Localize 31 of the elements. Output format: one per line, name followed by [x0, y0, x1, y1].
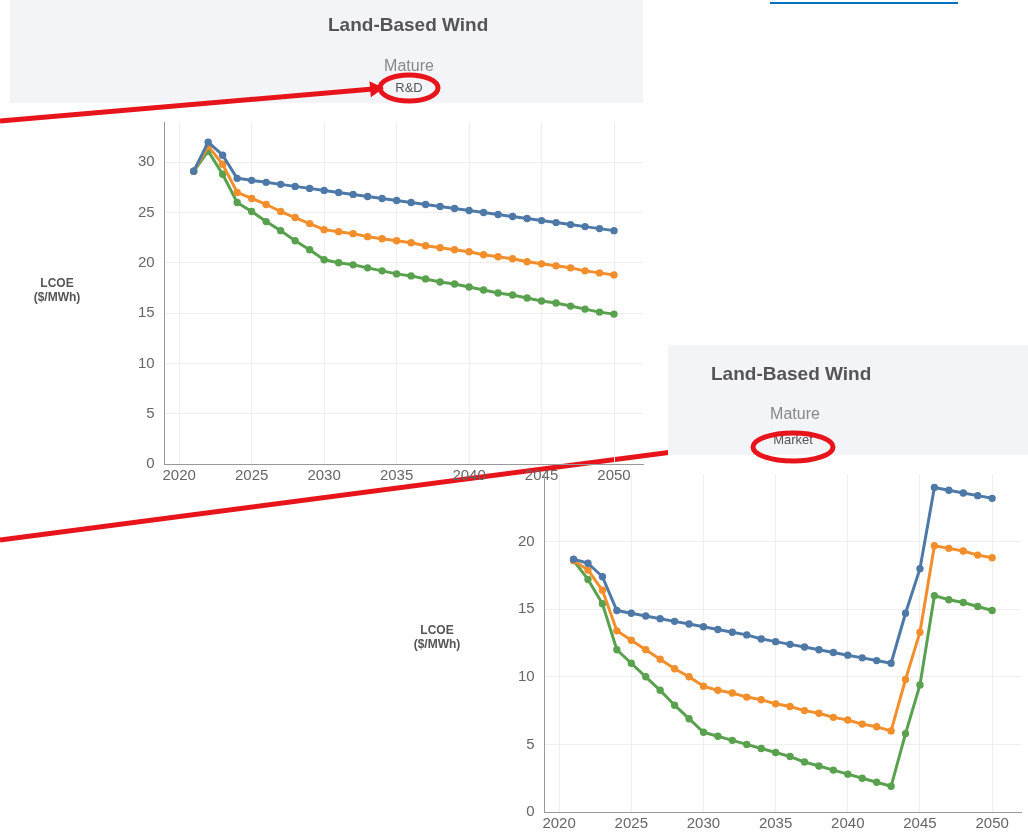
chart-title: Land-Based Wind: [711, 363, 872, 385]
chart-subtitle: Mature: [770, 405, 820, 423]
text: R&D: [395, 80, 423, 95]
x-tick-label: 2025: [234, 466, 269, 484]
y-axis-title: LCOE ($/MWh): [412, 623, 462, 651]
y-tick-label: 0: [146, 454, 155, 472]
y-axis-title: LCOE ($/MWh): [32, 276, 82, 304]
y-tick-label: 20: [518, 531, 535, 549]
x-tick-label: 2045: [903, 814, 937, 832]
x-tick-label: 2050: [975, 814, 1009, 832]
x-tick-label: 2020: [162, 466, 196, 484]
y-tick-label: 25: [138, 202, 155, 220]
x-tick-label: 2035: [758, 814, 793, 832]
y-tick-label: 15: [138, 303, 155, 321]
y-tick-label: 10: [518, 666, 535, 684]
y-tick-label: 0: [526, 802, 535, 820]
x-tick-label: 2030: [307, 466, 341, 484]
y-tick-label: 5: [146, 403, 155, 421]
x-tick-label: 2020: [542, 814, 576, 832]
y-tick-label: 15: [518, 599, 535, 617]
x-tick-label: 2035: [379, 466, 414, 484]
chart-subtitle: Mature: [384, 57, 434, 75]
x-tick-label: 2040: [831, 814, 865, 832]
y-tick-label: 5: [526, 734, 535, 752]
chart-title: Land-Based Wind: [328, 14, 489, 36]
x-tick-label: 2030: [686, 814, 721, 832]
x-tick-label: 2025: [614, 814, 648, 832]
y-tick-label: 10: [138, 353, 155, 371]
y-tick-label: 30: [138, 152, 155, 170]
y-tick-label: 20: [138, 252, 155, 270]
x-tick-label: 2050: [597, 466, 631, 484]
